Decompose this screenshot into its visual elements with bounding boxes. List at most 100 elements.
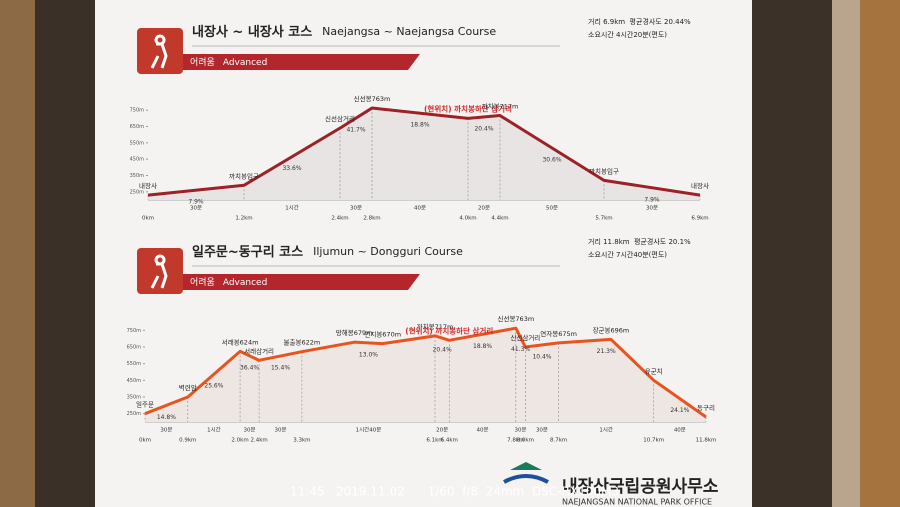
x-tick-label: 6.9km	[691, 216, 708, 222]
profile-line	[144, 326, 707, 419]
time-label: 30분	[350, 205, 362, 212]
x-tick-label: 10.7km	[643, 438, 664, 444]
time-label: 30분	[646, 205, 658, 212]
course-info: 소요시간 4시간20분(편도)	[588, 30, 667, 39]
time-label: 40분	[674, 427, 686, 434]
course-title: 일주문~동구리 코스 Iljumun ~ Dongguri Course	[192, 244, 463, 260]
point-label: 까치봉입구	[589, 166, 619, 175]
slope-label: 14.8%	[157, 414, 176, 421]
time-label: 20분	[436, 427, 448, 434]
point-label: 장군봉696m	[593, 325, 630, 334]
time-label: 1시간	[285, 204, 299, 212]
x-tick-label: 0.9km	[179, 438, 196, 444]
point-label: 까치봉717m	[482, 102, 519, 111]
point-label: 내장사	[139, 181, 157, 190]
y-tick-label: 350m	[127, 395, 142, 401]
point-label: 연자봉675m	[540, 329, 577, 338]
x-tick-label: 6.1km	[426, 438, 443, 444]
time-label: 20분	[478, 205, 490, 212]
point-label: 신선봉763m	[497, 314, 534, 323]
point-label: 일주문	[136, 400, 154, 409]
x-tick-label: 5.7km	[595, 216, 612, 222]
time-label: 1시간40분	[356, 426, 382, 434]
foliage-right	[860, 0, 900, 507]
point-label: 서래삼거리	[244, 346, 274, 355]
x-tick-label: 8.7km	[550, 438, 567, 444]
x-tick-label: 2.8km	[363, 216, 380, 222]
point-label: 신선봉763m	[354, 94, 391, 103]
office-name-en: NAEJANGSAN NATIONAL PARK OFFICE	[562, 498, 712, 507]
time-label: 30분	[244, 427, 256, 434]
profile-line	[147, 106, 701, 197]
y-tick-label: 550m	[130, 140, 145, 146]
current-location: (현위치) 까치봉하단 삼거리	[405, 325, 493, 335]
point-label: 유군치	[645, 366, 663, 375]
time-label: 30분	[274, 427, 286, 434]
hiker-figure	[150, 254, 168, 289]
time-label: 30분	[515, 427, 527, 434]
x-tick-label: 11.8km	[696, 438, 717, 444]
time-label: 30분	[190, 205, 202, 212]
hiker-icon	[137, 28, 183, 74]
x-tick-label: 4.4km	[491, 216, 508, 222]
point-label: 불출봉622m	[284, 338, 321, 347]
x-tick-label: 3.3km	[293, 438, 310, 444]
course-info: 거리 6.9km 평균경사도 20.44%	[588, 17, 691, 26]
point-label: 벽련암	[179, 383, 197, 392]
current-location: (현위치) 까치봉하단 삼거리	[424, 103, 512, 113]
x-tick-label: 0km	[142, 216, 154, 222]
x-tick-label: 8.0km	[517, 438, 534, 444]
foliage-left	[0, 0, 40, 507]
y-tick-label: 550m	[127, 361, 142, 367]
time-label: 30분	[160, 427, 172, 434]
point-label: 망해봉679m	[336, 328, 373, 337]
slope-label: 30.6%	[542, 156, 561, 163]
difficulty-en: Advanced	[223, 58, 267, 68]
photo-caption: 11:45 2019.11.02 1/60 f/8 24mm DSC-RX100…	[290, 485, 619, 499]
point-label: 신선삼거리	[510, 333, 540, 342]
profile-area	[148, 108, 700, 200]
title: 내장사 ~ 내장사 코스	[192, 24, 312, 40]
slope-label: 21.3%	[597, 348, 616, 355]
post-right	[752, 0, 832, 507]
post-left	[35, 0, 97, 507]
point-label: 서래봉624m	[222, 337, 259, 346]
y-tick-label: 750m	[130, 108, 145, 114]
y-tick-label: 250m	[127, 411, 142, 417]
slope-label: 33.6%	[282, 165, 301, 172]
x-tick-label: 1.2km	[235, 216, 252, 222]
x-tick-label: 7.8km	[507, 438, 524, 444]
y-tick-label: 650m	[130, 124, 145, 130]
point-label: 내장사	[691, 181, 709, 190]
x-tick-label: 2.4km	[331, 216, 348, 222]
slope-label: 25.6%	[204, 383, 223, 390]
slope-label: 18.8%	[410, 122, 429, 129]
time-label: 40분	[477, 427, 489, 434]
difficulty-ko: 어려움	[190, 277, 215, 288]
slope-label: 7.9%	[644, 196, 660, 203]
difficulty: 어려움 Advanced	[190, 57, 267, 68]
point-label: 신선삼거리	[325, 114, 355, 123]
subtitle: Iljumun ~ Dongguri Course	[313, 245, 463, 258]
difficulty-ko: 어려움	[190, 57, 215, 68]
slope-label: 36.4%	[240, 364, 259, 371]
y-tick-label: 750m	[127, 328, 142, 334]
slope-label: 24.1%	[670, 407, 689, 414]
slope-label: 10.4%	[532, 353, 551, 360]
course-info: 소요시간 7시간40분(편도)	[588, 250, 667, 259]
time-label: 30분	[536, 427, 548, 434]
point-label: 연지봉670m	[364, 330, 401, 339]
logo-wave	[503, 474, 549, 484]
slope-label: 20.4%	[474, 125, 493, 132]
slope-label: 41.3%	[511, 346, 530, 353]
y-tick-label: 650m	[127, 345, 142, 351]
x-tick-label: 2.0km	[231, 438, 248, 444]
y-tick-label: 350m	[130, 173, 145, 179]
time-label: 1시간	[599, 426, 613, 434]
profile-area	[145, 328, 706, 422]
title: 일주문~동구리 코스	[192, 244, 303, 260]
subtitle: Naejangsa ~ Naejangsa Course	[322, 25, 496, 38]
slope-label: 41.7%	[346, 127, 365, 134]
office-name: 내장산국립공원사무소	[562, 477, 719, 497]
